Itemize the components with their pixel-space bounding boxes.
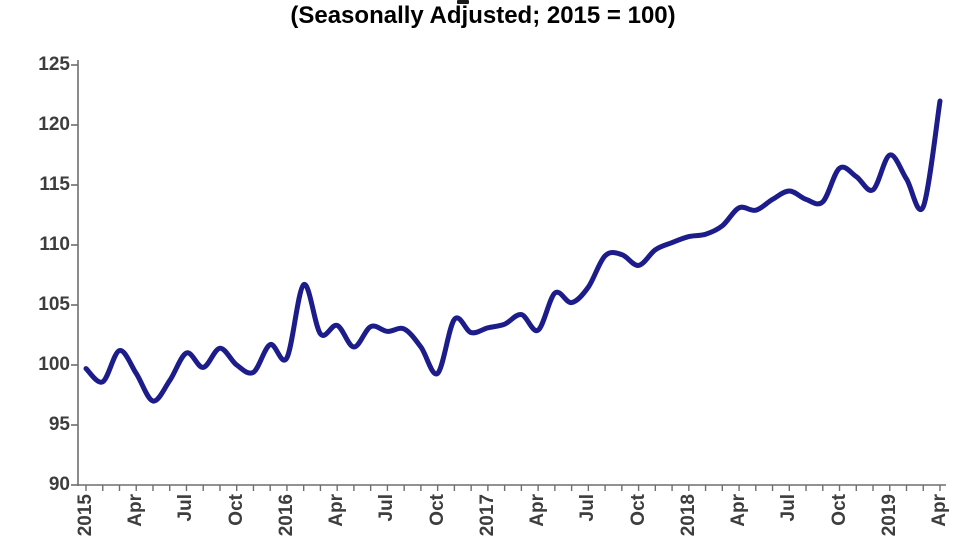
x-tick-label: 2019 [878, 494, 900, 537]
x-tick-label: 2015 [75, 494, 96, 537]
x-tick-label: 2017 [476, 494, 498, 537]
x-tick-label: Jul [175, 494, 197, 522]
y-tick-label: 100 [38, 354, 70, 375]
x-tick-label: Apr [326, 494, 348, 527]
x-tick-label: 2016 [275, 494, 297, 537]
y-tick-label: 120 [38, 114, 70, 135]
y-tick-label: 110 [39, 234, 70, 255]
y-tick-label: 105 [38, 294, 70, 315]
y-tick-label: 115 [39, 174, 70, 195]
x-tick-label: Jul [778, 494, 800, 522]
x-tick-label: Jul [376, 494, 398, 522]
y-tick-label: 95 [48, 414, 70, 435]
x-tick-label: Oct [828, 494, 850, 526]
x-tick-label: Apr [728, 494, 750, 527]
y-tick-label: 125 [38, 54, 70, 75]
x-tick-label: Apr [125, 494, 147, 527]
x-tick-label: Apr [929, 494, 950, 527]
x-tick-label: Oct [426, 494, 448, 526]
x-tick-label: Oct [225, 494, 247, 526]
x-tick-label: Oct [627, 494, 649, 526]
cropped-text-artifact [457, 0, 469, 4]
chart-title: (Seasonally Adjusted; 2015 = 100) [290, 2, 676, 29]
series-line [83, 98, 943, 404]
y-tick-label: 90 [48, 474, 70, 495]
x-tick-label: 2018 [677, 494, 699, 537]
x-tick-label: Apr [527, 494, 549, 527]
x-tick-label: Jul [577, 494, 599, 522]
